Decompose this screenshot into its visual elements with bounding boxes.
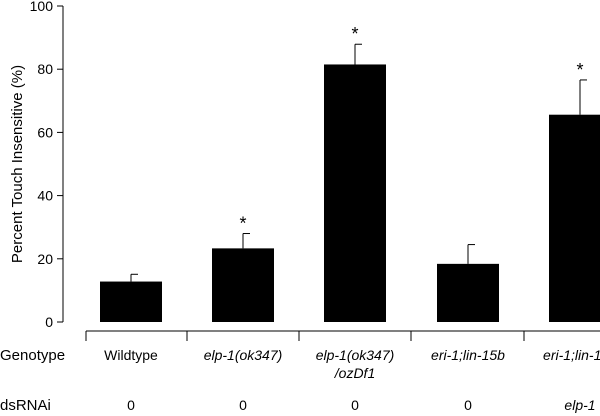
- genotype-label-3: eri-1;lin-15b: [431, 347, 505, 363]
- y-tick-label-3: 60: [37, 124, 53, 140]
- significance-marker-4: *: [576, 60, 583, 80]
- genotype-label-0: Wildtype: [104, 347, 158, 363]
- genotype-label-1: elp-1(ok347): [204, 347, 283, 363]
- dsrnai-label-2: 0: [351, 397, 359, 413]
- dsrnai-label-0: 0: [127, 397, 135, 413]
- bar-4: [549, 114, 600, 322]
- y-tick-label-4: 80: [37, 61, 53, 77]
- genotype-label-2: elp-1(ok347): [316, 347, 395, 363]
- significance-marker-2: *: [351, 24, 358, 44]
- genotype-label-2-line2: /ozDf1: [334, 365, 375, 381]
- y-axis-title: Percent Touch Insensitive (%): [9, 65, 26, 263]
- y-tick-label-1: 20: [37, 251, 53, 267]
- dsrnai-row-label: dsRNAi: [0, 397, 51, 414]
- genotype-label-4: eri-1;lin-15b: [543, 347, 600, 363]
- dsrnai-label-3: 0: [464, 397, 472, 413]
- bar-1: [212, 248, 274, 322]
- y-tick-label-2: 40: [37, 188, 53, 204]
- significance-marker-1: *: [239, 214, 246, 234]
- y-tick-label-5: 100: [30, 0, 54, 14]
- bar-2: [324, 64, 386, 323]
- bar-3: [437, 263, 499, 322]
- genotype-row-label: Genotype: [0, 347, 65, 364]
- dsrnai-label-1: 0: [239, 397, 247, 413]
- y-tick-label-0: 0: [45, 314, 53, 330]
- dsrnai-label-4: elp-1: [564, 397, 595, 413]
- bar-0: [100, 281, 162, 322]
